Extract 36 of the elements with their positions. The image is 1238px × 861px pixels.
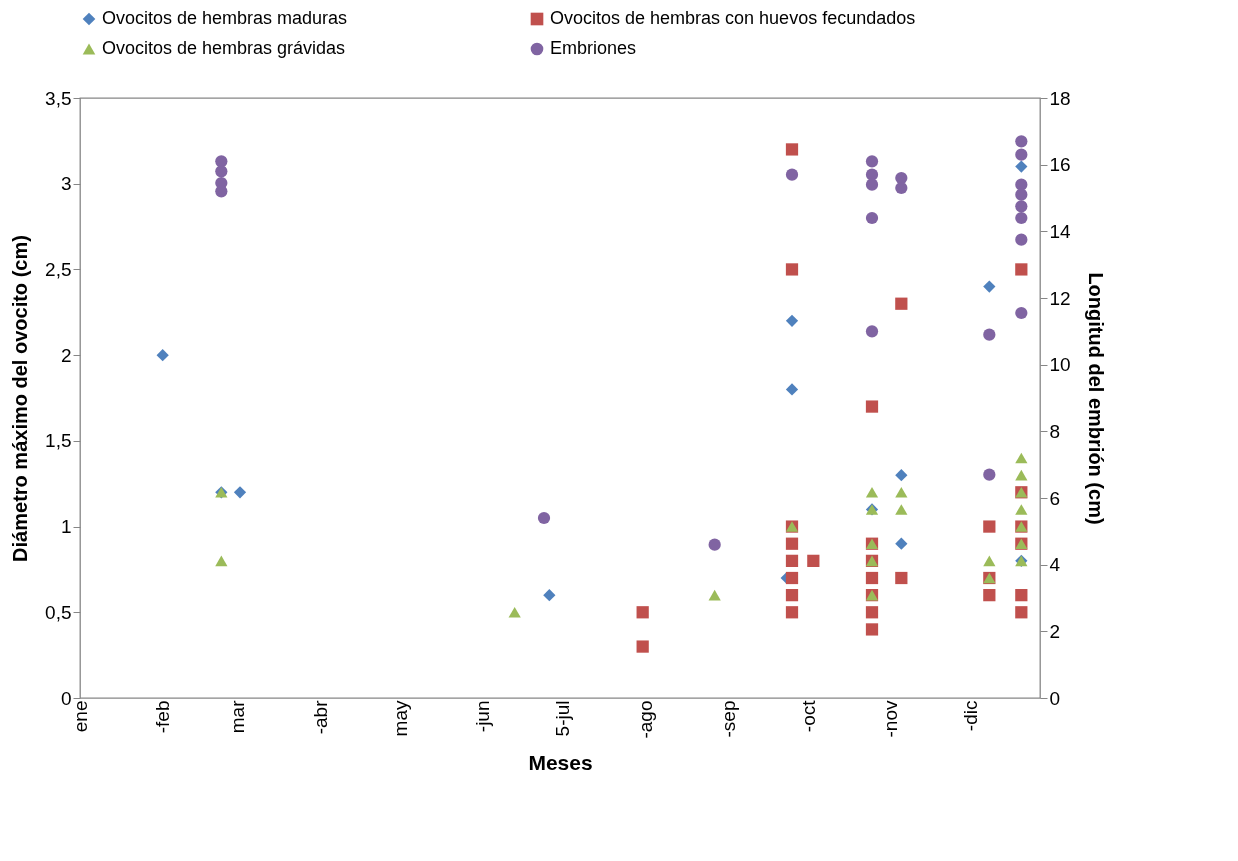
- x-tick-label: -abr: [309, 699, 331, 735]
- legend-label: Embriones: [550, 38, 637, 58]
- y2-tick-label: 8: [1049, 420, 1061, 442]
- y-tick-label: 2: [60, 344, 72, 366]
- y2-tick-label: 16: [1049, 154, 1071, 176]
- x-tick-label: may: [389, 700, 411, 737]
- x-axis-title: Meses: [528, 750, 593, 774]
- y-tick-label: 3,5: [45, 87, 72, 109]
- y2-tick-label: 18: [1049, 87, 1071, 109]
- x-tick-label: -dic: [960, 700, 982, 732]
- y2-tick-label: 14: [1049, 220, 1072, 242]
- y2-tick-label: 6: [1049, 487, 1061, 509]
- y-tick-label: 0: [60, 687, 72, 709]
- legend-label: Ovocitos de hembras grávidas: [102, 38, 346, 58]
- x-tick-label: -sep: [717, 700, 739, 738]
- legend-label: Ovocitos de hembras maduras: [102, 8, 348, 28]
- y2-tick-label: 12: [1049, 287, 1071, 309]
- y-tick-label: 2,5: [45, 258, 72, 280]
- x-tick-label: 5-jul: [552, 700, 574, 737]
- x-tick-label: -ago: [634, 700, 656, 739]
- y2-tick-label: 2: [1049, 620, 1061, 642]
- y2-tick-label: 0: [1049, 687, 1061, 709]
- y2-axis-title: Longitud del embrión (cm): [1084, 272, 1107, 525]
- y-tick-label: 3: [60, 173, 72, 195]
- x-tick-label: mar: [226, 699, 248, 734]
- x-tick-label: -jun: [472, 700, 494, 733]
- y-tick-label: 0,5: [45, 601, 72, 623]
- y-tick-label: 1,5: [45, 430, 72, 452]
- x-tick-label: -nov: [880, 700, 902, 738]
- x-tick-label: -oct: [797, 699, 819, 733]
- y2-tick-label: 4: [1049, 554, 1061, 576]
- y-axis-title: Diámetro máximo del ovocito (cm): [9, 235, 32, 562]
- x-tick-label: -feb: [152, 700, 174, 734]
- y2-tick-label: 10: [1049, 354, 1071, 376]
- y-tick-label: 1: [60, 516, 72, 538]
- legend-label: Ovocitos de hembras con huevos fecundados: [550, 8, 916, 28]
